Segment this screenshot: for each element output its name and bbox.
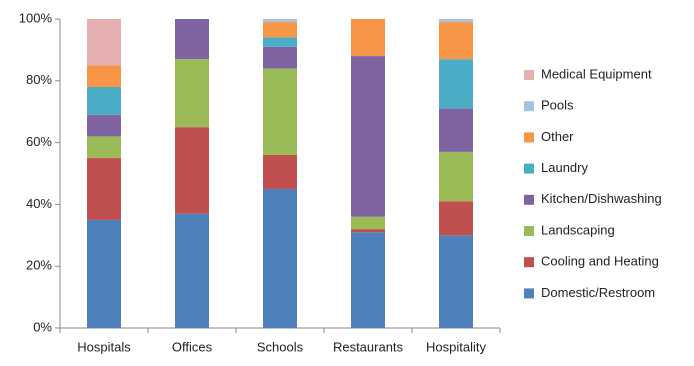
- bar-segment: [351, 19, 385, 57]
- bar-segment: [439, 108, 473, 152]
- legend-swatch: [524, 163, 534, 174]
- bar-segment: [351, 229, 385, 233]
- x-tick-label: Hospitality: [426, 339, 486, 354]
- bar-segment: [351, 56, 385, 217]
- legend-label: Kitchen/Dishwashing: [541, 191, 662, 206]
- bar-segment: [439, 201, 473, 236]
- bar-segment: [439, 22, 473, 60]
- legend-label: Cooling and Heating: [541, 254, 659, 269]
- bar-segment: [439, 151, 473, 202]
- bar-segment: [439, 19, 473, 23]
- legend-label: Landscaping: [541, 222, 615, 237]
- legend-label: Medical Equipment: [541, 66, 652, 81]
- bar-segment: [263, 68, 297, 155]
- y-tick-label: 40%: [26, 196, 52, 211]
- bar-segment: [263, 188, 297, 328]
- bar-segment: [175, 59, 209, 128]
- legend-label: Laundry: [541, 160, 588, 175]
- y-tick-label: 0%: [33, 319, 52, 334]
- bar-segment: [87, 19, 121, 66]
- bar-segment: [87, 114, 121, 137]
- bar-segment: [263, 19, 297, 23]
- legend-swatch: [524, 70, 534, 80]
- bar-segment: [263, 46, 297, 69]
- legend-label: Other: [541, 129, 574, 144]
- bar-segment: [439, 59, 473, 109]
- legend-swatch: [524, 257, 534, 268]
- x-tick-label: Schools: [257, 339, 304, 354]
- legend-label: Domestic/Restroom: [541, 285, 655, 300]
- x-tick-label: Offices: [172, 339, 213, 354]
- legend-swatch: [524, 194, 534, 205]
- bar-segment: [439, 235, 473, 328]
- y-tick-label: 80%: [26, 72, 52, 87]
- legend-swatch: [524, 101, 534, 112]
- y-tick-label: 20%: [26, 258, 52, 273]
- y-tick-label: 100%: [19, 10, 53, 25]
- bar-segment: [87, 65, 121, 87]
- bar-segment: [351, 232, 385, 328]
- bar-segment: [263, 154, 297, 189]
- x-tick-label: Restaurants: [333, 339, 404, 354]
- bar-segment: [263, 37, 297, 47]
- x-tick-label: Hospitals: [77, 339, 131, 354]
- bar-segment: [263, 22, 297, 38]
- legend-swatch: [524, 288, 534, 299]
- bar-segment: [87, 86, 121, 115]
- bar-segment: [175, 127, 209, 214]
- bar-segment: [87, 158, 121, 220]
- bar-segment: [351, 216, 385, 230]
- legend-swatch: [524, 132, 534, 143]
- legend-swatch: [524, 226, 534, 236]
- bar-segment: [87, 219, 121, 328]
- y-tick-label: 60%: [26, 134, 52, 149]
- bar-segment: [87, 136, 121, 159]
- bar-segment: [175, 19, 209, 60]
- legend-label: Pools: [541, 98, 574, 113]
- bar-segment: [175, 213, 209, 328]
